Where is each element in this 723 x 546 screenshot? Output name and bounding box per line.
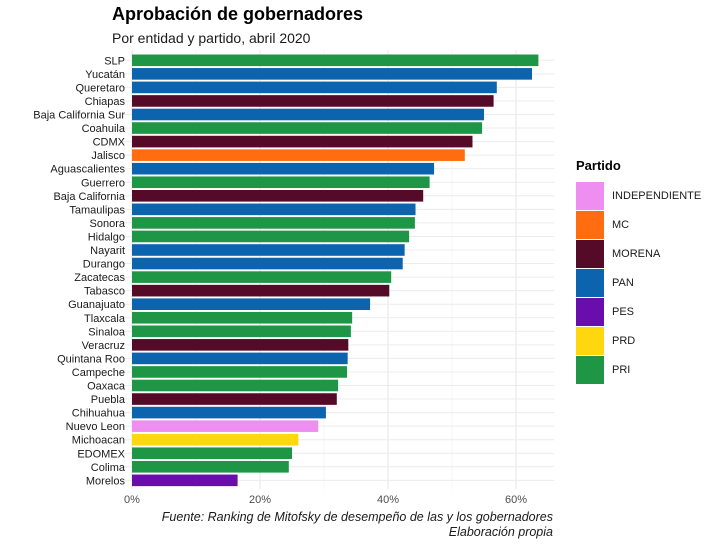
bar-edomex	[132, 447, 292, 460]
category-label: Baja California Sur	[33, 110, 125, 122]
bar-zacatecas	[132, 271, 392, 283]
legend-title: Partido	[576, 158, 621, 173]
category-label: Zacatecas	[74, 272, 125, 284]
x-tick-label: 20%	[249, 494, 271, 506]
bar-baja-california-sur	[132, 108, 484, 121]
bar-guanajuato	[132, 298, 371, 310]
legend-label: INDEPENDIENTE	[612, 189, 702, 202]
legend-swatch	[576, 355, 604, 384]
chart-title: Aprobación de gobernadores	[112, 4, 364, 24]
category-label: Chiapas	[85, 96, 126, 108]
bar-guerrero	[132, 176, 430, 189]
bar-veracruz	[132, 339, 349, 351]
legend-item: PES	[576, 297, 701, 326]
caption-note: Elaboración propia	[448, 525, 553, 539]
legend-item: INDEPENDIENTE	[576, 181, 701, 210]
chart-subtitle: Por entidad y partido, abril 2020	[112, 30, 311, 46]
bar-sonora	[132, 217, 415, 229]
x-tick-label: 60%	[505, 494, 527, 506]
category-label: Colima	[91, 462, 126, 474]
bar-chihuahua	[132, 406, 326, 419]
bar-campeche	[132, 366, 348, 378]
legend-label: PAN	[612, 276, 634, 289]
category-label: Sonora	[90, 218, 126, 230]
legend-swatch	[576, 181, 604, 210]
category-label: Quintana Roo	[57, 353, 125, 365]
category-label: Michoacan	[72, 435, 125, 447]
bar-queretaro	[132, 81, 497, 94]
bar-coahuila	[132, 122, 483, 134]
bar-morelos	[132, 474, 238, 487]
category-label: Oaxaca	[87, 381, 126, 393]
legend-item: MC	[576, 210, 701, 239]
legend-label: MC	[612, 218, 630, 231]
category-label: Campeche	[72, 367, 125, 379]
legend-label: MORENA	[612, 247, 661, 260]
category-label: Sinaloa	[88, 326, 126, 338]
legend-item: PRD	[576, 326, 701, 355]
legend-swatch	[576, 239, 604, 268]
category-label: Tlaxcala	[84, 313, 126, 325]
bar-tamaulipas	[132, 203, 416, 216]
legend-label: PES	[612, 305, 635, 318]
category-label: Guerrero	[81, 177, 125, 189]
legend-label: PRD	[612, 334, 636, 347]
category-label: Queretaro	[75, 82, 125, 94]
legend-swatch	[576, 268, 604, 297]
legend-label: PRI	[612, 363, 631, 376]
legend: Partido INDEPENDIENTE MC MORENA PAN PES PRD PR…	[576, 158, 701, 384]
bar-hidalgo	[132, 230, 410, 243]
bar-chiapas	[132, 95, 494, 107]
category-label: Durango	[83, 259, 125, 271]
category-label: Tamaulipas	[69, 204, 125, 216]
bar-nuevo-leon	[132, 420, 319, 432]
category-label: Morelos	[86, 475, 126, 487]
bar-tabasco	[132, 284, 390, 297]
legend-swatch	[576, 326, 604, 355]
legend-swatch	[576, 297, 604, 326]
bar-colima	[132, 461, 289, 473]
category-label: EDOMEX	[77, 448, 125, 460]
category-label: SLP	[104, 55, 125, 67]
bar-yucat-n	[132, 68, 532, 80]
bar-baja-california	[132, 190, 424, 202]
bar-slp	[132, 54, 539, 67]
bar-tlaxcala	[132, 311, 353, 324]
category-label: Aguascalientes	[50, 164, 125, 176]
bar-jalisco	[132, 149, 465, 161]
bar-cdmx	[132, 135, 473, 148]
category-label: Baja California	[53, 191, 125, 203]
category-label: Puebla	[91, 394, 126, 406]
category-label: Nayarit	[90, 245, 125, 257]
category-label: Hidalgo	[88, 231, 125, 243]
category-label: Coahuila	[82, 123, 126, 135]
category-label: Veracruz	[82, 340, 125, 352]
bar-michoacan	[132, 433, 299, 446]
legend-swatch	[576, 210, 604, 239]
x-tick-label: 0%	[124, 494, 140, 506]
bar-aguascalientes	[132, 162, 435, 175]
caption-source: Fuente: Ranking de Mitofsky de desempeño…	[161, 510, 553, 524]
category-label: CDMX	[93, 137, 126, 149]
bar-durango	[132, 257, 403, 270]
bar-quintana-roo	[132, 352, 348, 365]
x-tick-label: 40%	[377, 494, 399, 506]
category-label: Guanajuato	[68, 299, 125, 311]
category-label: Yucatán	[85, 69, 125, 81]
legend-item: PRI	[576, 355, 701, 384]
category-label: Jalisco	[91, 150, 125, 162]
bar-sinaloa	[132, 325, 351, 338]
category-label: Chihuahua	[72, 408, 126, 420]
bar-puebla	[132, 393, 337, 405]
legend-item: MORENA	[576, 239, 701, 268]
bar-oaxaca	[132, 379, 339, 392]
bar-nayarit	[132, 244, 405, 256]
category-label: Tabasco	[84, 286, 125, 298]
legend-item: PAN	[576, 268, 701, 297]
category-label: Nuevo Leon	[66, 421, 125, 433]
